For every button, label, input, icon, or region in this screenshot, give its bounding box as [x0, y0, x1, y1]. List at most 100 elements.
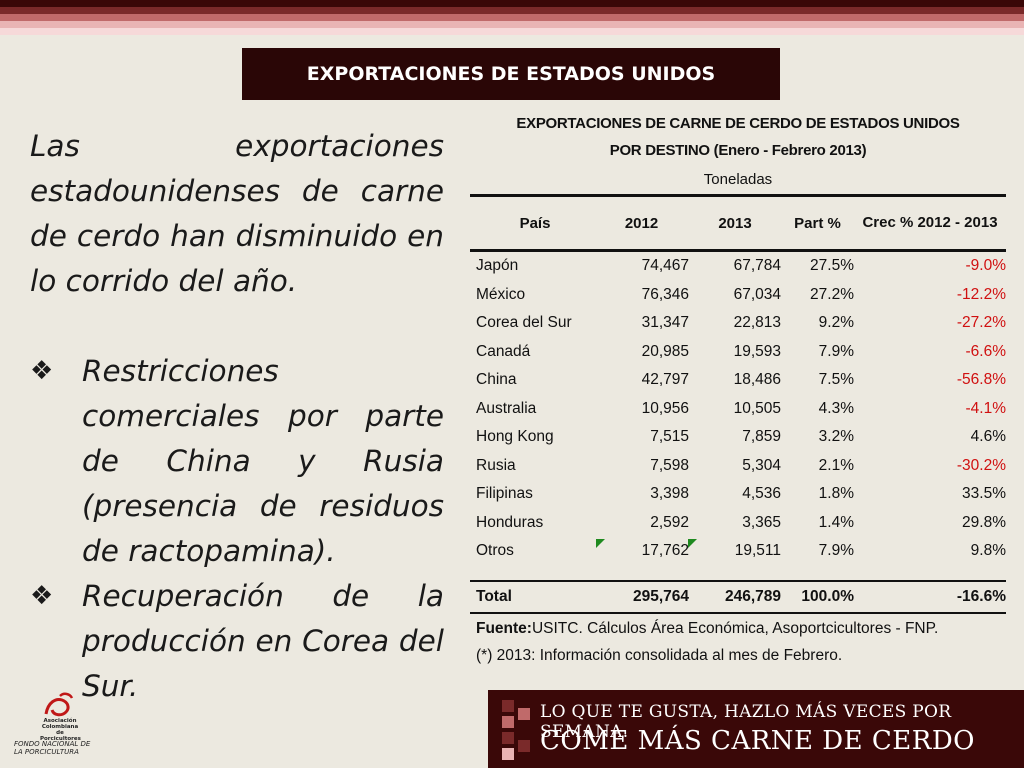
table-unit: Toneladas — [703, 171, 773, 188]
table-total-row: Total 295,764 246,789 100.0% -16.6% — [470, 579, 1006, 614]
table-cell: 7,598 — [650, 456, 689, 474]
table-note: (*) 2013: Información consolidada al mes… — [476, 646, 843, 664]
table-cell: 9.8% — [970, 542, 1006, 560]
table-title: EXPORTACIONES DE CARNE DE CERDO DE ESTAD… — [470, 110, 1006, 164]
table-cell: 7.9% — [818, 342, 854, 360]
table-cell: -12.2% — [956, 285, 1006, 303]
table-cell: 3.2% — [818, 428, 854, 446]
cell-flag-icon — [688, 539, 697, 548]
logo: Asociación Colombiana de Porcicultores F… — [14, 690, 94, 764]
table-cell: Filipinas — [476, 485, 533, 503]
total-part: 100.0% — [801, 587, 854, 605]
table-cell: 9.2% — [818, 314, 854, 332]
table-cell: 7.9% — [818, 542, 854, 560]
header-part: Part % — [794, 214, 841, 232]
table-cell: 4.3% — [818, 399, 854, 417]
table-cell: 17,762 — [641, 542, 689, 560]
table-cell: 1.8% — [818, 485, 854, 503]
table-cell: 29.8% — [962, 513, 1006, 531]
total-crec: -16.6% — [956, 587, 1006, 605]
bullet-text: Recuperación de la producción en Corea d… — [82, 579, 444, 703]
table-cell: Japón — [476, 257, 519, 275]
bullet-restricciones: ❖ Restricciones comerciales por parte de… — [30, 349, 444, 574]
table-row: Rusia 7,598 5,304 2.1% -30.2% — [470, 452, 1006, 481]
table-cell: 22,813 — [733, 314, 781, 332]
table-cell: 4.6% — [970, 428, 1006, 446]
table-cell: 7,515 — [650, 428, 689, 446]
table-cell: 4,536 — [742, 485, 781, 503]
table-cell: -6.6% — [965, 342, 1007, 360]
table-cell: Canadá — [476, 342, 531, 360]
table-cell: Rusia — [476, 456, 516, 474]
table-cell: 33.5% — [962, 485, 1006, 503]
table-cell: 18,486 — [733, 371, 781, 389]
source-label: Fuente: — [476, 619, 532, 637]
table-cell: 27.5% — [810, 257, 854, 275]
table-cell: 76,346 — [641, 285, 689, 303]
slide-title: EXPORTACIONES DE ESTADOS UNIDOS — [242, 48, 780, 100]
total-2012: 295,764 — [632, 587, 689, 605]
header-2012: 2012 — [624, 214, 659, 232]
table-cell: 7,859 — [742, 428, 781, 446]
table-cell: Australia — [476, 399, 537, 417]
table-cell: -30.2% — [956, 456, 1006, 474]
table-row: Otros 17,762 19,511 7.9% 9.8% — [470, 537, 1006, 566]
table-cell: 3,365 — [742, 513, 781, 531]
table-cell: México — [476, 285, 526, 303]
body-text: Las exportaciones estadounidenses de car… — [30, 124, 444, 709]
table-cell: 67,034 — [733, 285, 781, 303]
table-cell: 2.1% — [818, 456, 854, 474]
table-cell: Honduras — [476, 513, 544, 531]
logo-org-name: Asociación Colombiana de Porcicultores — [40, 718, 81, 742]
table-cell: 31,347 — [641, 314, 689, 332]
slide-title-text: EXPORTACIONES DE ESTADOS UNIDOS — [306, 63, 716, 85]
header-pais: País — [519, 214, 551, 232]
table-cell: 5,304 — [742, 456, 781, 474]
pig-logo-icon — [44, 692, 74, 717]
table-cell: 1.4% — [818, 513, 854, 531]
banner-headline: COME MÁS CARNE DE CERDO — [540, 726, 975, 756]
table-cell: 67,784 — [733, 257, 781, 275]
table-body: Japón 74,467 67,784 27.5% -9.0% México 76,346 6… — [470, 252, 1006, 566]
table-cell: 3,398 — [650, 485, 689, 503]
table-source: Fuente:USITC. Cálculos Área Económica, A… — [470, 616, 1006, 642]
table-header: País 2012 2013 Part % Crec % 2012 - 2013 — [470, 194, 1006, 252]
diamond-bullet-icon: ❖ — [30, 581, 54, 611]
table-cell: 2,592 — [650, 513, 689, 531]
intro-paragraph: Las exportaciones estadounidenses de car… — [30, 129, 444, 298]
table-cell: -56.8% — [956, 371, 1006, 389]
table-cell: Otros — [476, 542, 514, 560]
table-cell: 19,511 — [734, 542, 781, 560]
table-cell: Corea del Sur — [476, 314, 572, 332]
table-row: México 76,346 67,034 27.2% -12.2% — [470, 281, 1006, 310]
table-cell: 7.5% — [818, 371, 854, 389]
table-row: Canadá 20,985 19,593 7.9% -6.6% — [470, 338, 1006, 367]
total-2013: 246,789 — [724, 587, 781, 605]
table-cell: 27.2% — [810, 285, 854, 303]
total-label: Total — [476, 587, 512, 605]
table-row: Australia 10,956 10,505 4.3% -4.1% — [470, 395, 1006, 424]
table-row: Hong Kong 7,515 7,859 3.2% 4.6% — [470, 423, 1006, 452]
table-cell: 20,985 — [641, 342, 689, 360]
banner-tagline: LO QUE TE GUSTA, HAZLO MÁS VECES POR SEM… — [540, 702, 952, 742]
logo-fund-name: FONDO NACIONAL DE LA PORCICULTURA — [14, 740, 91, 756]
table-row: China 42,797 18,486 7.5% -56.8% — [470, 366, 1006, 395]
table-row: Japón 74,467 67,784 27.5% -9.0% — [470, 252, 1006, 281]
table-cell: -27.2% — [956, 314, 1006, 332]
table-cell: 10,956 — [641, 399, 689, 417]
source-text: USITC. Cálculos Área Económica, Asoportc… — [531, 619, 939, 637]
table-title-line1: EXPORTACIONES DE CARNE DE CERDO DE ESTAD… — [516, 115, 960, 132]
table-cell: 10,505 — [733, 399, 781, 417]
campaign-banner: LO QUE TE GUSTA, HAZLO MÁS VECES POR SEM… — [488, 690, 1024, 768]
cell-flag-icon — [596, 539, 605, 548]
table-cell: -4.1% — [965, 399, 1007, 417]
header-crec: Crec % 2012 - 2013 — [862, 214, 998, 231]
table-cell: 74,467 — [641, 257, 689, 275]
table-cell: Hong Kong — [476, 428, 554, 446]
table-cell: -9.0% — [965, 257, 1007, 275]
table-row: Corea del Sur 31,347 22,813 9.2% -27.2% — [470, 309, 1006, 338]
header-2013: 2013 — [718, 214, 752, 232]
diamond-bullet-icon: ❖ — [30, 356, 54, 386]
table-cell: 42,797 — [641, 371, 689, 389]
table-title-line2: POR DESTINO (Enero - Febrero 2013) — [609, 142, 867, 159]
